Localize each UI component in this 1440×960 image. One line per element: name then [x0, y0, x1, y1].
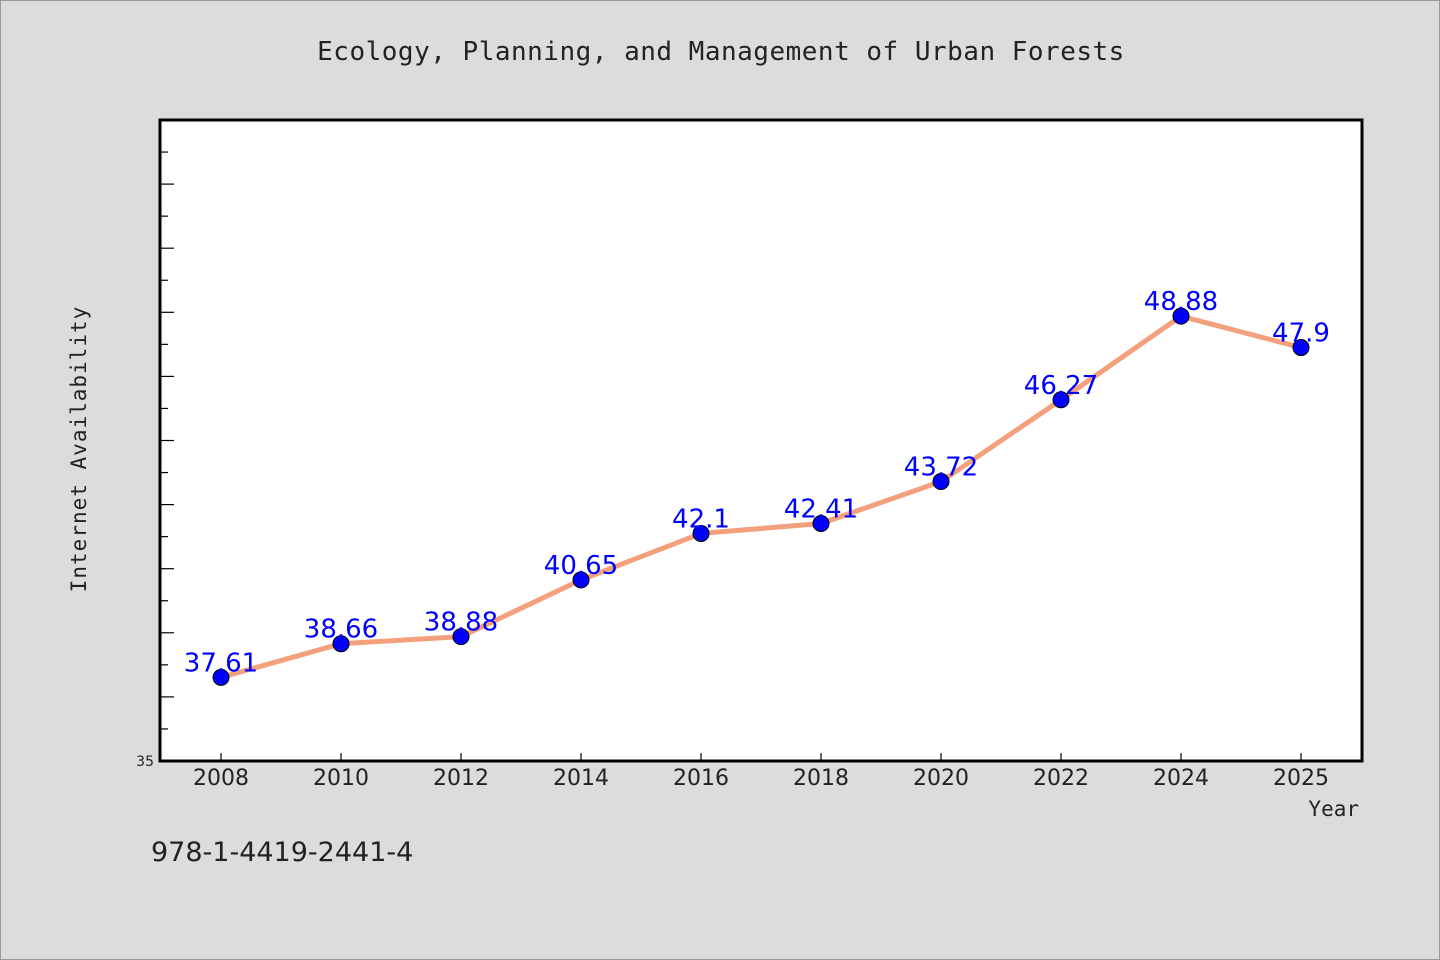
y-axis-ticks: 35: [136, 151, 174, 770]
data-point-label: 40.65: [544, 551, 618, 581]
data-point-label: 48.88: [1144, 287, 1218, 317]
data-point-marker: [1172, 307, 1190, 325]
data-point-marker: [932, 473, 950, 491]
x-tick-label: 2022: [1033, 766, 1089, 791]
data-point-label: 42.1: [672, 504, 730, 534]
data-point-marker: [212, 668, 230, 686]
data-point-label: 47.9: [1272, 319, 1330, 349]
x-tick-label: 2018: [793, 766, 849, 791]
series-line: [218, 313, 1304, 680]
data-point-label: 38.88: [424, 608, 498, 638]
isbn-footnote: 978-1-4419-2441-4: [151, 837, 414, 868]
data-point-label: 46.27: [1024, 371, 1098, 401]
series-line-group: [218, 313, 1304, 680]
plot-area: [158, 118, 1364, 763]
data-point-marker: [572, 571, 590, 589]
data-point-marker: [812, 515, 830, 533]
data-point-label: 37.61: [184, 648, 258, 678]
x-tick-label: 2024: [1153, 766, 1209, 791]
data-point-marker: [452, 628, 470, 646]
x-tick-label: 2025: [1273, 766, 1329, 791]
x-tick-label: 2010: [313, 766, 369, 791]
chart-title: Ecology, Planning, and Management of Urb…: [317, 37, 1125, 67]
data-point-marker: [692, 524, 710, 542]
x-axis-ticks: 2008 2010 2012 2014 2016 2018 2020 2022 2024 2025: [193, 753, 1329, 791]
x-tick-label: 2014: [553, 766, 609, 791]
data-point-label: 42.41: [784, 495, 858, 525]
data-point-label: 43.72: [904, 453, 978, 483]
x-tick-label: 2020: [913, 766, 969, 791]
x-tick-label: 2008: [193, 766, 249, 791]
data-point-marker: [332, 635, 350, 653]
data-point-marker: [1292, 339, 1310, 357]
data-label-group: 37.61 38.66 38.88 40.65 42.1 42.41 43.72 46.27 4…: [184, 287, 1330, 678]
x-tick-label: 2012: [433, 766, 489, 791]
data-point-marker: [1052, 391, 1070, 409]
data-point-label: 38.66: [304, 615, 378, 645]
y-tick-label: 35: [136, 754, 154, 770]
marker-group: [212, 307, 1310, 686]
x-tick-label: 2016: [673, 766, 729, 791]
x-axis-label: Year: [1308, 797, 1359, 821]
